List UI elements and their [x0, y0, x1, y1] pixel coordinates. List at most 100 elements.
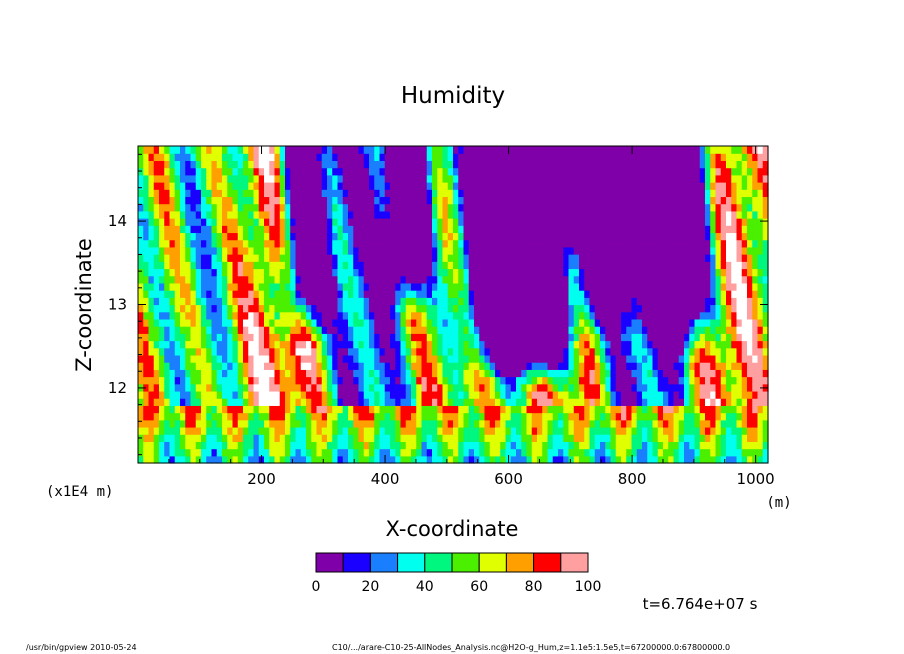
field-cell [505, 239, 512, 248]
field-cell [264, 275, 270, 284]
field-cell [416, 434, 423, 442]
field-cell [563, 203, 570, 212]
field-cell [300, 218, 307, 226]
field-cell [689, 196, 696, 205]
field-cell [274, 174, 281, 183]
field-cell [516, 369, 522, 378]
field-cell [279, 182, 286, 190]
field-cell [421, 304, 428, 313]
field-cell [537, 390, 543, 399]
field-cell [547, 311, 554, 320]
field-cell [600, 304, 606, 313]
field-cell [694, 210, 701, 219]
field-cell [726, 326, 732, 334]
field-cell [495, 419, 501, 428]
field-cell [138, 275, 144, 284]
field-cell [605, 203, 612, 212]
field-cell [138, 311, 144, 320]
field-cell [673, 210, 680, 219]
field-cell [216, 340, 223, 349]
field-cell [180, 210, 186, 219]
field-cell [600, 290, 606, 298]
field-cell [684, 434, 690, 442]
field-cell [668, 376, 675, 385]
field-cell [174, 218, 181, 226]
field-cell [705, 146, 711, 154]
field-cell [432, 196, 438, 205]
field-cell [568, 318, 575, 327]
field-cell [720, 239, 727, 248]
field-cell [258, 282, 265, 291]
field-cell [510, 376, 517, 385]
field-cell [484, 218, 491, 226]
field-cell [537, 160, 543, 169]
field-cell [715, 354, 722, 363]
field-cell [610, 390, 617, 399]
field-cell [600, 239, 606, 248]
field-cell [400, 376, 407, 385]
field-cell [185, 196, 192, 205]
field-cell [216, 405, 223, 414]
field-cell [684, 232, 690, 241]
field-cell [363, 441, 370, 450]
field-cell [243, 225, 249, 234]
field-cell [227, 311, 234, 320]
field-cell [547, 340, 554, 349]
field-cell [526, 376, 533, 385]
field-cell [568, 297, 575, 306]
field-cell [337, 246, 344, 255]
field-cell [694, 297, 701, 306]
field-cell [316, 376, 323, 385]
field-cell [521, 333, 528, 342]
field-cell [211, 354, 218, 363]
field-cell [290, 203, 297, 212]
field-cell [631, 146, 638, 154]
field-cell [573, 340, 580, 349]
field-cell [216, 182, 223, 190]
field-cell [153, 261, 160, 270]
field-cell [327, 419, 333, 428]
field-cell [589, 333, 596, 342]
field-cell [631, 390, 638, 399]
field-cell [432, 412, 438, 421]
field-cell [594, 225, 601, 234]
field-cell [726, 246, 732, 255]
field-cell [153, 297, 160, 306]
field-cell [642, 182, 648, 190]
field-cell [568, 174, 575, 183]
field-cell [321, 369, 328, 378]
field-cell [258, 419, 265, 428]
field-cell [474, 146, 480, 154]
field-cell [311, 218, 318, 226]
field-cell [647, 282, 654, 291]
field-cell [610, 297, 617, 306]
field-cell [537, 340, 543, 349]
field-cell [584, 153, 591, 161]
field-cell [663, 304, 669, 313]
field-cell [715, 426, 722, 435]
field-cell [731, 340, 738, 349]
field-cell [652, 426, 659, 435]
field-cell [584, 354, 591, 363]
field-cell [426, 297, 433, 306]
field-cell [174, 196, 181, 205]
field-cell [474, 455, 480, 464]
field-cell [411, 160, 417, 169]
field-cell [227, 434, 234, 442]
field-cell [636, 448, 643, 457]
field-cell [474, 412, 480, 421]
field-cell [647, 189, 654, 198]
field-cell [201, 376, 207, 385]
field-cell [211, 405, 218, 414]
field-cell [269, 311, 276, 320]
field-cell [243, 246, 249, 255]
field-cell [405, 232, 412, 241]
field-cell [605, 290, 612, 298]
field-cell [290, 318, 297, 327]
field-cell [195, 441, 202, 450]
field-cell [206, 434, 213, 442]
field-cell [531, 340, 538, 349]
field-cell [699, 232, 706, 241]
field-cell [605, 405, 612, 414]
field-cell [421, 261, 428, 270]
